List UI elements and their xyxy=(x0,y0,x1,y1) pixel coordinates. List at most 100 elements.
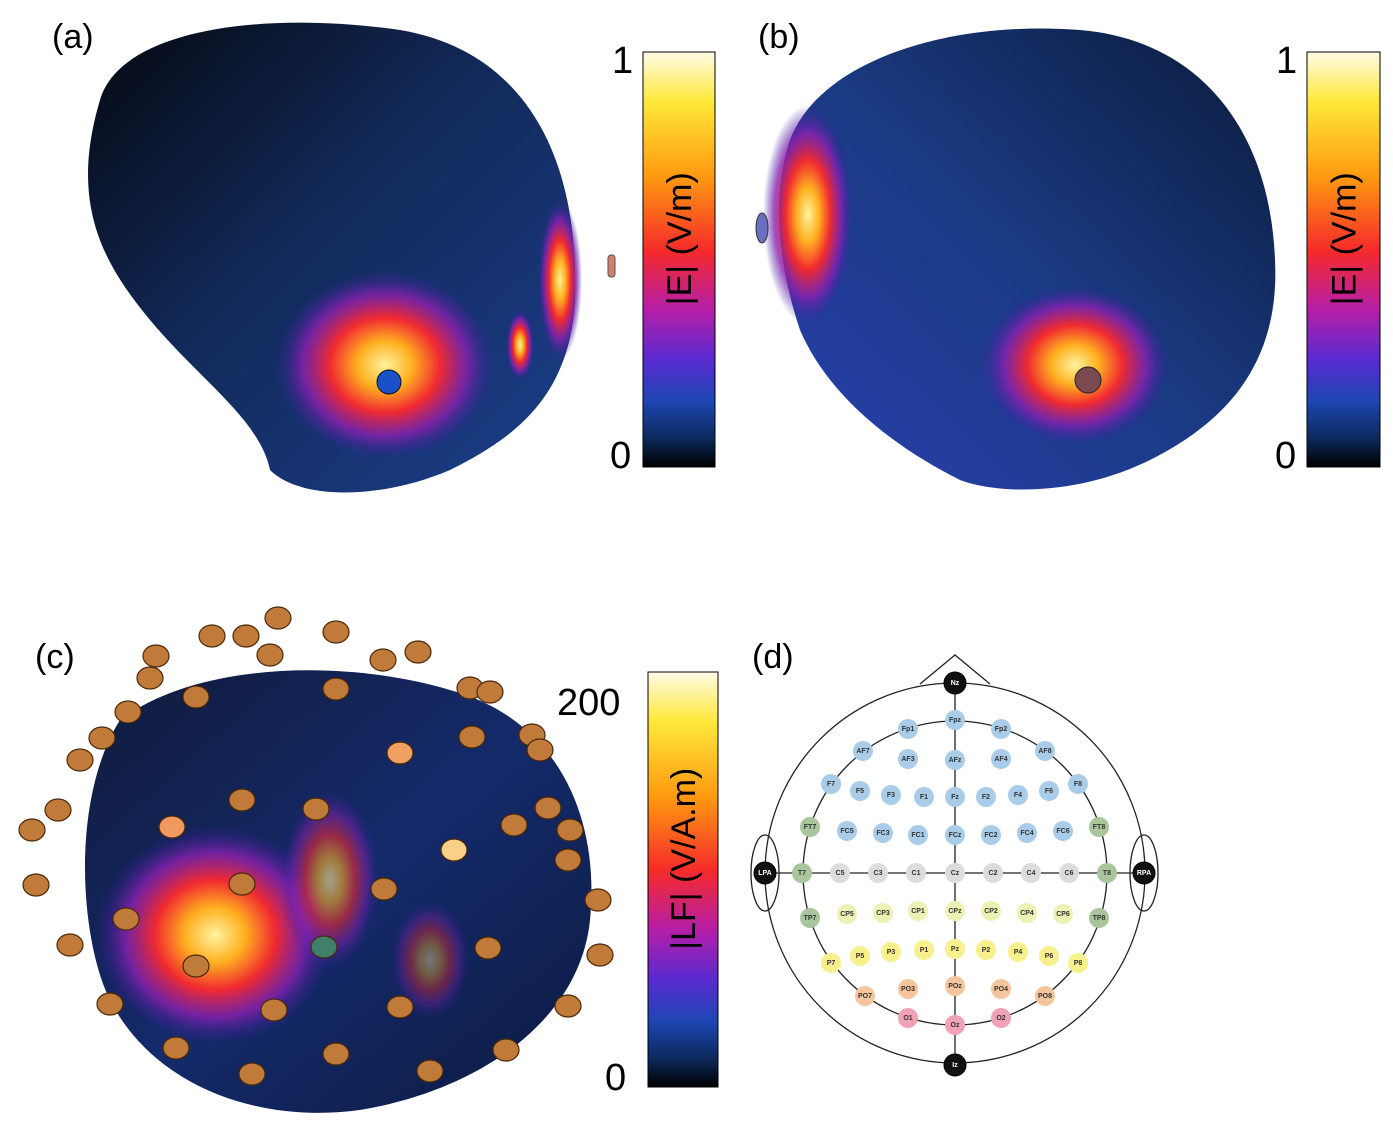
colorbar-min-label: 0 xyxy=(610,435,631,477)
brain-render-b xyxy=(756,28,1275,489)
eeg-electrode-label: RPA xyxy=(1137,870,1151,877)
eeg-electrode-label: P6 xyxy=(1045,953,1054,960)
eeg-electrode-label: F5 xyxy=(856,788,864,795)
eeg-electrode-label: CP3 xyxy=(876,910,890,917)
electrode-disc xyxy=(323,678,349,700)
eeg-electrode-label: LPA xyxy=(758,870,771,877)
electrode-disc xyxy=(303,798,329,820)
electrode-disc xyxy=(19,819,45,841)
eeg-electrode-label: PO8 xyxy=(1038,993,1052,1000)
electrode-disc xyxy=(587,944,613,966)
eeg-electrode-label: FC3 xyxy=(876,830,889,837)
electrode-disc xyxy=(417,1060,443,1082)
eeg-electrode-label: TP8 xyxy=(1093,915,1106,922)
eeg-electrode-label: F7 xyxy=(827,781,835,788)
colorbar-max-label: 1 xyxy=(612,40,633,82)
eeg-electrode-label: P7 xyxy=(827,960,836,967)
eeg-electrode-label: TP7 xyxy=(804,915,817,922)
eeg-electrode-label: CP4 xyxy=(1020,910,1034,917)
eeg-electrode-label: POz xyxy=(948,983,962,990)
colorbar-min-label: 0 xyxy=(1275,435,1296,477)
eeg-electrode-label: Fp2 xyxy=(995,726,1008,733)
eeg-electrode-label: Iz xyxy=(952,1062,958,1069)
electrode-disc xyxy=(323,1043,349,1065)
eeg-electrode-label: P1 xyxy=(920,947,929,954)
eeg-electrode-label: P4 xyxy=(1014,949,1023,956)
eeg-electrode-label: AF4 xyxy=(994,756,1007,763)
electrode-disc xyxy=(89,727,115,749)
eeg-electrode-label: FC6 xyxy=(1056,828,1069,835)
eeg-electrode-label: O2 xyxy=(996,1015,1005,1022)
eeg-electrode-label: Fz xyxy=(951,794,959,801)
eeg-electrode-label: F1 xyxy=(920,794,928,801)
eeg-electrode-label: Oz xyxy=(951,1022,960,1029)
eeg-electrode-label: Cz xyxy=(951,870,960,877)
electrode-disc xyxy=(585,889,611,911)
colorbar-min-label: 0 xyxy=(605,1057,626,1099)
eeg-electrode-label: Pz xyxy=(951,946,960,953)
electrode-disc xyxy=(265,607,291,629)
electrode-disc xyxy=(229,789,255,811)
eeg-electrode-label: F6 xyxy=(1045,788,1053,795)
electrode-disc xyxy=(475,937,501,959)
eeg-electrode-label: Nz xyxy=(951,680,960,687)
eeg-electrode-label: F8 xyxy=(1074,781,1082,788)
electrode-disc xyxy=(137,667,163,689)
electrode-disc xyxy=(113,908,139,930)
electrode-disc xyxy=(183,686,209,708)
electrode-disc xyxy=(493,1039,519,1061)
eeg-electrode-label: PO3 xyxy=(901,986,915,993)
eeg-electrode-label: P5 xyxy=(856,953,865,960)
eeg-electrode-label: AF8 xyxy=(1038,748,1051,755)
eeg-electrode-label: FC4 xyxy=(1020,830,1033,837)
electrode-disc xyxy=(370,649,396,671)
electrode-disc xyxy=(527,739,553,761)
eeg-electrode-label: CP2 xyxy=(984,908,998,915)
electrode-disc xyxy=(199,625,225,647)
eeg-electrode-label: FT8 xyxy=(1093,824,1106,831)
brain-render-a xyxy=(88,23,615,493)
electrode-disc xyxy=(163,1037,189,1059)
eeg-electrode-label: CP6 xyxy=(1056,911,1070,918)
colorbar-max-label: 200 xyxy=(557,682,620,724)
eeg-electrode-label: C3 xyxy=(874,870,883,877)
electrode-disc xyxy=(67,749,93,771)
electrode-disc xyxy=(159,816,185,838)
electrode-disc xyxy=(97,993,123,1015)
eeg-electrode-label: F2 xyxy=(982,794,990,801)
eeg-electrode-label: FT7 xyxy=(804,824,817,831)
electrode-disc xyxy=(261,999,287,1021)
electrode-disc xyxy=(501,814,527,836)
eeg-electrode-label: C2 xyxy=(989,870,998,877)
eeg-electrode-label: C1 xyxy=(912,870,921,877)
eeg-electrode-label: C4 xyxy=(1027,870,1036,877)
eeg-electrode-label: FC2 xyxy=(984,832,997,839)
eeg-electrode-label: CP5 xyxy=(840,911,854,918)
electrode-disc xyxy=(229,873,255,895)
panel-label: (d) xyxy=(752,638,794,676)
eeg-electrode-label: T8 xyxy=(1103,870,1111,877)
eeg-electrode-label: O1 xyxy=(903,1015,912,1022)
colorbar-title: |LF| (V/A.m) xyxy=(665,768,703,950)
brain-render-c xyxy=(19,607,613,1113)
eeg-electrode-label: AF3 xyxy=(901,756,914,763)
eeg-electrode-label: AF7 xyxy=(856,748,869,755)
eeg-electrode-label: AFz xyxy=(949,757,962,764)
electrode-disc xyxy=(45,799,71,821)
eeg-electrode-label: P2 xyxy=(982,947,991,954)
eeg-electrode-label: CP1 xyxy=(911,908,925,915)
electrode-disc xyxy=(555,849,581,871)
panel-label: (a) xyxy=(52,18,94,56)
eeg-electrode-label: Fpz xyxy=(949,717,962,724)
eeg-electrode-label: PO4 xyxy=(994,986,1008,993)
electrode-disc xyxy=(459,726,485,748)
electrode-disc xyxy=(183,955,209,977)
electrode-disc xyxy=(323,621,349,643)
electrode-disc xyxy=(387,742,413,764)
electrode-disc xyxy=(233,625,259,647)
eeg-electrode-label: F3 xyxy=(887,792,895,799)
eeg-electrode-label: C5 xyxy=(836,870,845,877)
electrode-disc xyxy=(555,995,581,1017)
electrode-disc xyxy=(405,641,431,663)
colorbar-title: |E| (V/m) xyxy=(661,172,699,305)
